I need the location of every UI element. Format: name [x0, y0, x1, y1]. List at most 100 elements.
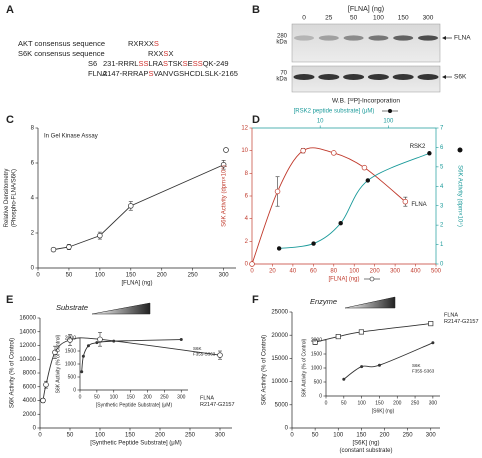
y-tick-label: 1000 — [65, 361, 76, 367]
data-point — [365, 178, 371, 183]
sequence: RXXSX — [148, 49, 173, 58]
data-point — [358, 329, 364, 335]
y-tick-label: 12 — [241, 126, 248, 132]
sequence-segment: RXX — [148, 49, 163, 58]
data-point — [249, 261, 255, 267]
x-tick-label: 300 — [426, 433, 437, 439]
x-tick-label: 250 — [188, 273, 199, 279]
y-tick-label: 8 — [31, 126, 35, 132]
y-tick-label: 2 — [245, 239, 249, 245]
annotation: R2147-G2157 — [200, 402, 235, 408]
legend-glyph — [388, 109, 392, 113]
x-tick-label: 150 — [125, 433, 136, 439]
y-tick-label: 5000 — [275, 402, 289, 408]
y-tick-label: 8 — [245, 171, 249, 177]
data-point — [274, 188, 281, 195]
sequence-segment: TSK — [168, 59, 183, 68]
legend-glyph — [223, 147, 229, 153]
data-point — [300, 147, 306, 154]
y2-tick-label: 0 — [440, 262, 444, 268]
band-label: S6K — [454, 74, 467, 81]
data-point — [217, 352, 223, 358]
x-tick-label: 200 — [157, 273, 168, 279]
wedge — [344, 296, 396, 309]
arrow-head — [442, 75, 446, 79]
y2-tick-label: 7 — [440, 126, 444, 132]
data-point — [50, 246, 57, 253]
gel-bottom — [291, 65, 441, 93]
sequence: RXRXXS — [128, 39, 159, 48]
x-tick-label: 200 — [379, 433, 390, 439]
mw-marker: 280 — [277, 34, 288, 40]
data-point — [331, 150, 337, 156]
x-tick-label: 400 — [411, 269, 422, 275]
sequence-segment: X — [168, 49, 173, 58]
x-tick-label: 300 — [215, 433, 226, 439]
panel-label: B — [252, 4, 260, 16]
y-tick-label: 10000 — [19, 357, 36, 363]
band — [343, 74, 365, 80]
mw-unit: kDa — [276, 77, 287, 83]
y2-tick-label: 4 — [440, 184, 444, 190]
panel-label: A — [6, 4, 14, 16]
band — [343, 35, 364, 41]
y-tick-label: 2000 — [311, 337, 322, 343]
x-axis-label: [S6K] (ng) — [372, 408, 395, 414]
panel-label: E — [6, 294, 13, 306]
x-tick-label: 300 — [177, 394, 186, 400]
x-tick-label: 50 — [94, 394, 100, 400]
y-axis-label: S6K Activity (dpm×10⁴) — [221, 165, 228, 227]
series-line — [53, 164, 224, 251]
chart-title: In Gel Kinase Assay — [44, 134, 98, 140]
y-tick-label: 1500 — [311, 351, 322, 357]
gel-top — [291, 23, 441, 63]
x-axis-label: [FLNA] (ng) — [121, 281, 152, 287]
series-label: FLNA — [411, 202, 426, 208]
band — [318, 74, 340, 80]
data-point — [40, 397, 46, 404]
band — [294, 35, 314, 41]
y-axis-label: S6K Activity (% of Control) — [10, 338, 16, 408]
y-tick-label: 500 — [314, 379, 323, 385]
data-point — [338, 221, 343, 226]
data-point — [67, 337, 73, 343]
sequence-label: FLNA — [88, 69, 107, 78]
x-tick-label: 0 — [250, 269, 254, 275]
sequence-segment: SS — [138, 59, 148, 68]
mw-unit: kDa — [276, 40, 287, 46]
sequence: 231-RRRLSSLRASTSKSESSQK-249 — [103, 59, 229, 68]
data-point — [66, 244, 72, 250]
y-tick-label: 1500 — [65, 348, 76, 354]
y-axis-label: S6K Activity (% of Control) — [55, 334, 61, 393]
sequence-segment: VANVGSHCDLSLK-2165 — [153, 69, 237, 78]
lane-label: 0 — [302, 15, 306, 22]
y-tick-label: 0 — [285, 426, 289, 432]
y-tick-label: 2000 — [65, 335, 76, 341]
x-tick-label: 0 — [36, 273, 40, 279]
y-tick-label: 6 — [31, 161, 35, 167]
data-point — [428, 321, 434, 327]
sequence-segment: RXRXX — [128, 39, 154, 48]
y-tick-label: 20000 — [271, 333, 288, 339]
x-tick-label: 100 — [357, 400, 366, 406]
y-tick-label: 500 — [68, 374, 77, 380]
panel-label: F — [252, 294, 259, 306]
data-point — [97, 232, 103, 239]
panel-label: D — [252, 114, 260, 126]
sequence: 2147-RRRAPSVANVGSHCDLSLK-2165 — [103, 69, 238, 78]
x-axis-label: [S6K] (ng) — [352, 441, 379, 447]
data-point — [97, 336, 103, 343]
x-tick-label: 0 — [38, 433, 42, 439]
series-line — [343, 342, 434, 380]
x-tick-label: 0 — [79, 394, 82, 400]
sequence-segment: S — [163, 59, 168, 68]
x-tick-label: 200 — [370, 269, 381, 275]
data-point — [335, 334, 341, 340]
data-point — [431, 341, 435, 345]
sequence-segment: S — [183, 59, 188, 68]
y-tick-label: 4 — [245, 216, 249, 222]
legend-glyph — [369, 276, 375, 282]
y2-tick-label: 5 — [440, 164, 444, 170]
sequence-label: AKT consensus sequence — [18, 39, 105, 48]
